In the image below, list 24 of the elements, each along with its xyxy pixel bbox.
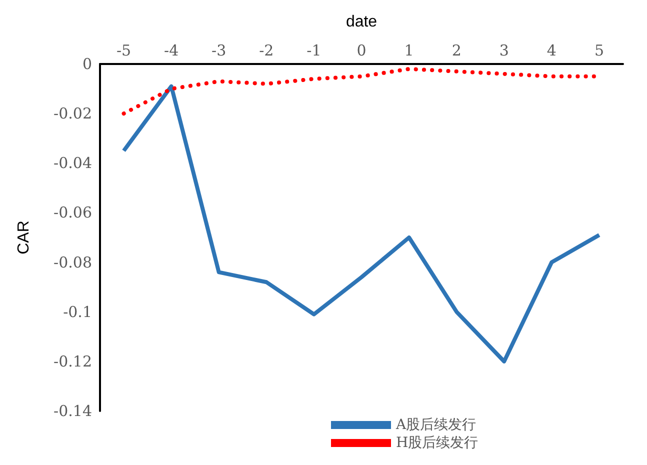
- y-tick-label: -0.1: [63, 302, 92, 321]
- legend-label: H股后续发行: [396, 435, 478, 451]
- x-tick-label: 2: [452, 42, 462, 60]
- y-tick-label: -0.04: [54, 154, 92, 172]
- y-tick-label: -0.02: [54, 104, 92, 123]
- legend-label: A股后续发行: [395, 417, 476, 433]
- x-tick-label: 3: [499, 42, 509, 60]
- x-tick-label: 1: [404, 42, 414, 60]
- y-tick-label: -0.14: [54, 402, 92, 420]
- y-tick-label: -0.12: [54, 352, 92, 370]
- x-axis-title: date: [346, 14, 378, 30]
- y-tick-label: -0.08: [54, 253, 92, 272]
- x-tick-label: -2: [259, 42, 274, 60]
- x-tick-label: -5: [116, 42, 132, 60]
- y-axis-title: CAR: [16, 220, 32, 254]
- x-tick-label: -1: [306, 42, 322, 60]
- line-series: [122, 84, 602, 364]
- x-tick-label: -4: [164, 42, 179, 60]
- y-tick-label: 0: [82, 55, 92, 73]
- x-tick-label: -3: [212, 42, 226, 60]
- x-tick-label: 5: [594, 42, 604, 60]
- x-tick-label: 4: [546, 42, 556, 60]
- x-tick-label: 0: [356, 42, 366, 60]
- y-tick-label: -0.06: [54, 204, 92, 222]
